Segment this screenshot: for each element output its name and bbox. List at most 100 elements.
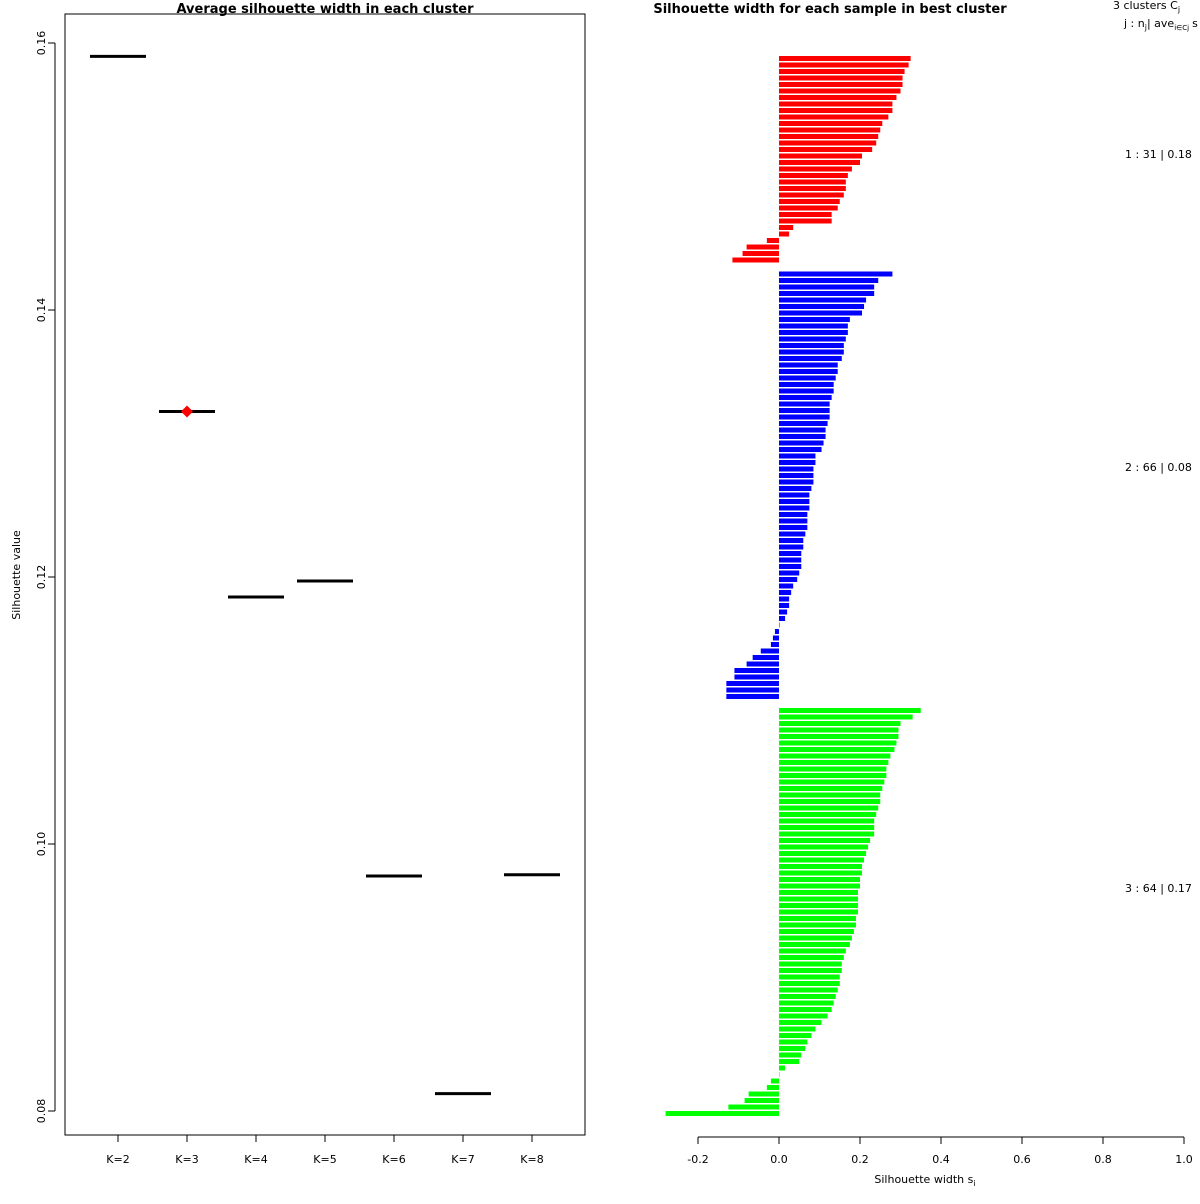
left-x-axis: K=2 K=3 K=4 K=5 K=6 K=7 K=8 [106,1134,544,1166]
cluster-2-label: 2 : 66 | 0.08 [1125,461,1192,474]
silhouette-bar-cluster-2 [779,369,838,374]
legend-header-line2-sub2: i∈Cj [1174,24,1189,32]
right-x-axis-label: Silhouette width si [874,1173,975,1188]
silhouette-bar-cluster-1 [779,212,832,217]
silhouette-bar-cluster-1 [779,166,852,172]
silhouette-bar-cluster-3 [779,1039,808,1045]
cluster-3-label: 3 : 64 | 0.17 [1125,882,1192,895]
left-x-tick-label: K=8 [520,1153,543,1166]
silhouette-bar-cluster-3 [779,838,871,843]
silhouette-bar-cluster-1 [779,108,893,113]
silhouette-bar-cluster-3 [779,1013,828,1019]
silhouette-bar-cluster-2 [779,388,834,394]
silhouette-bar-cluster-3 [779,1052,802,1058]
silhouette-bar-cluster-1 [766,238,779,243]
silhouette-bar-cluster-3 [779,714,913,720]
right-x-tick-label: 0.8 [1094,1153,1112,1166]
silhouette-bar-cluster-3 [779,1059,800,1064]
left-y-tick-label: 0.14 [35,298,48,323]
silhouette-bar-cluster-2 [779,512,808,517]
silhouette-bar-cluster-1 [732,257,779,263]
left-y-tick-label: 0.16 [35,31,48,56]
silhouette-bar-cluster-2 [734,674,779,680]
right-chart-title: Silhouette width for each sample in best… [653,2,1007,17]
silhouette-bar-cluster-2 [779,323,848,329]
silhouette-bar-cluster-1 [779,95,897,100]
silhouette-bar-cluster-3 [779,805,879,811]
silhouette-bar-cluster-1 [779,205,838,211]
silhouette-bar-cluster-2 [779,278,879,283]
left-x-tick-label: K=3 [175,1153,198,1166]
silhouette-bar-cluster-3 [779,935,852,941]
silhouette-bar-cluster-1 [779,75,903,81]
right-x-tick-label: 1.0 [1175,1153,1193,1166]
silhouette-bar-cluster-2 [779,317,850,322]
silhouette-bar-cluster-2 [779,596,790,602]
silhouette-bar-cluster-2 [779,551,802,556]
right-x-tick-label: 0.4 [932,1153,950,1166]
silhouette-bar-cluster-2 [779,460,816,465]
cluster-1-label: 1 : 31 | 0.18 [1125,148,1192,161]
silhouette-bar-cluster-3 [779,909,858,915]
silhouette-bar-cluster-1 [779,218,832,224]
silhouette-bar-cluster-3 [779,792,881,798]
best-k-marker [181,405,193,418]
silhouette-bar-cluster-3 [779,968,842,973]
silhouette-bar-cluster-2 [779,544,804,550]
silhouette-bar-cluster-2 [779,622,780,628]
silhouette-bar-cluster-1 [779,173,848,178]
silhouette-bar-cluster-2 [752,655,779,660]
sample-silhouette-panel: Silhouette width for each sample in best… [653,0,1198,1188]
silhouette-bar-cluster-2 [779,505,810,511]
left-x-tick-label: K=6 [382,1153,405,1166]
silhouette-bar-cluster-3 [779,883,860,889]
silhouette-bar-cluster-3 [779,766,887,772]
silhouette-bar-cluster-2 [779,395,832,400]
silhouette-bar-cluster-2 [746,661,779,667]
silhouette-bar-cluster-1 [779,62,909,68]
silhouette-bar-cluster-3 [779,1026,816,1032]
silhouette-bar-cluster-2 [779,531,806,537]
silhouette-bar-cluster-2 [779,349,844,355]
silhouette-bar-cluster-1 [746,244,779,250]
left-x-tick-label: K=2 [106,1153,129,1166]
silhouette-bar-cluster-3 [779,1046,806,1051]
silhouette-bar-cluster-2 [779,336,846,342]
silhouette-bar-cluster-1 [779,127,881,133]
silhouette-bar-cluster-2 [779,486,812,491]
silhouette-bar-cluster-3 [779,857,865,863]
silhouette-bar-cluster-2 [760,648,779,654]
silhouette-bar-cluster-2 [779,284,875,290]
silhouette-bar-cluster-1 [779,134,879,139]
silhouette-bar-cluster-2 [779,343,844,348]
silhouette-bar-cluster-3 [779,851,867,856]
right-x-axis-label-main: Silhouette width s [874,1173,973,1186]
silhouette-bar-cluster-3 [779,1007,832,1012]
left-y-tick-label: 0.12 [35,565,48,590]
silhouette-bar-cluster-3 [779,786,883,791]
silhouette-bar-cluster-3 [779,734,899,739]
silhouette-bar-cluster-3 [779,896,858,902]
silhouette-bar-cluster-1 [779,88,901,94]
silhouette-bar-cluster-3 [779,994,836,999]
silhouette-bar-cluster-3 [779,1020,822,1025]
silhouette-bar-cluster-1 [779,192,844,198]
silhouette-bar-cluster-3 [779,740,897,746]
silhouette-bar-cluster-2 [779,434,826,439]
right-x-tick-label: 0.6 [1013,1153,1031,1166]
silhouette-bar-cluster-3 [779,760,889,765]
silhouette-bar-cluster-3 [779,916,856,921]
silhouette-bar-cluster-3 [779,1072,780,1077]
silhouette-bar-cluster-2 [779,291,875,296]
silhouette-bar-cluster-2 [779,466,814,472]
silhouette-bar-cluster-3 [744,1098,779,1103]
silhouette-bar-cluster-2 [779,473,814,478]
silhouette-bar-cluster-1 [779,140,877,146]
silhouette-bar-cluster-1 [779,147,873,152]
silhouette-bar-cluster-3 [779,844,869,850]
left-x-tick-label: K=7 [451,1153,474,1166]
silhouette-bar-cluster-1 [779,56,911,61]
silhouette-bar-cluster-2 [774,629,779,634]
silhouette-bar-cluster-1 [779,160,860,165]
